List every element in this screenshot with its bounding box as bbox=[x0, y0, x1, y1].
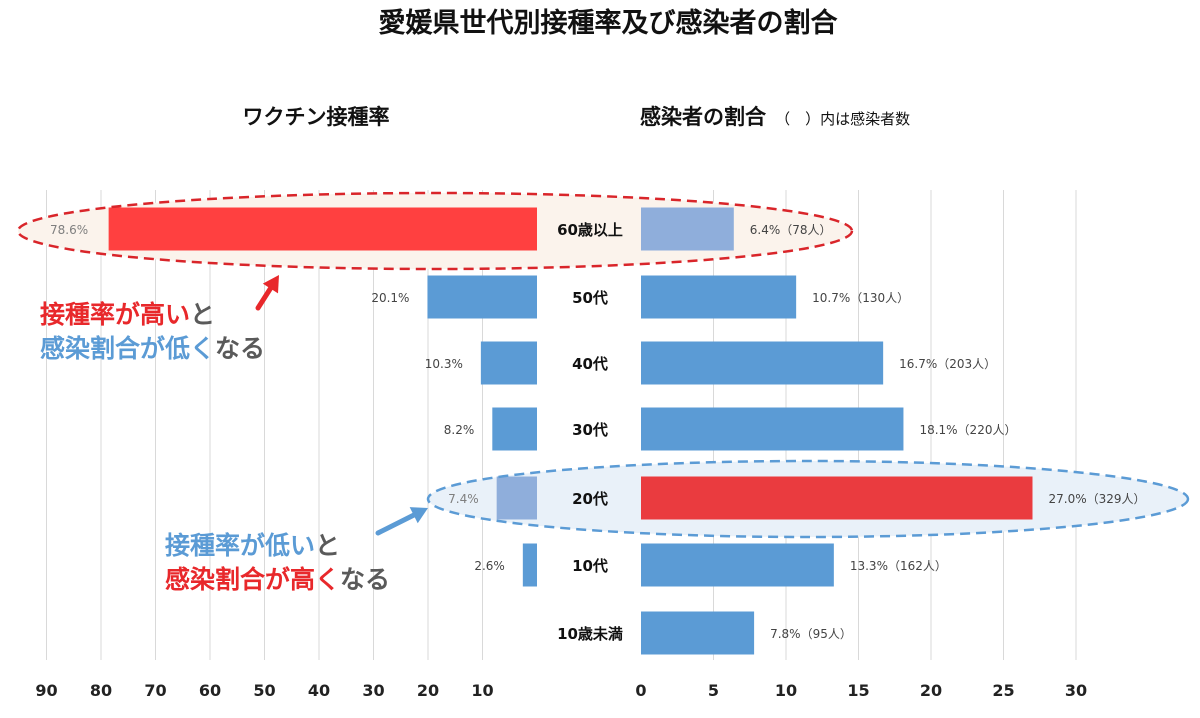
vaccination-bar-50s bbox=[427, 275, 537, 319]
right-tick-label-20: 20 bbox=[920, 681, 942, 700]
left-tick-label-30: 30 bbox=[362, 681, 384, 700]
category-label-30s: 30代 bbox=[572, 421, 608, 439]
grid-layer bbox=[46, 190, 1077, 660]
vaccination-data-label-30s: 8.2% bbox=[444, 423, 475, 437]
arrow-up-red-icon bbox=[255, 275, 279, 311]
left-tick-label-40: 40 bbox=[308, 681, 330, 700]
infection-bar-50s bbox=[641, 275, 797, 319]
left-tick-label-70: 70 bbox=[144, 681, 166, 700]
callout-bottom-line-2-segment-1: 感染割合が高く bbox=[165, 565, 340, 594]
right-tick-label-5: 5 bbox=[708, 681, 719, 700]
callout-top-line-1-segment-1: 接種率が高い bbox=[40, 300, 190, 329]
infection-bar-30s bbox=[641, 407, 904, 451]
right-tick-label-0: 0 bbox=[635, 681, 646, 700]
right-panel-title-main: 感染者の割合 bbox=[640, 105, 767, 129]
left-tick-label-10: 10 bbox=[471, 681, 493, 700]
bar-layer bbox=[108, 207, 1033, 655]
infection-data-label-30s: 18.1%（220人） bbox=[919, 423, 1016, 437]
infection-bar-under-10 bbox=[641, 611, 755, 655]
left-tick-label-60: 60 bbox=[199, 681, 221, 700]
vaccination-data-label-40s: 10.3% bbox=[425, 357, 463, 371]
right-tick-label-15: 15 bbox=[847, 681, 869, 700]
callout-bottom-line-2: 感染割合が高くなる bbox=[165, 565, 390, 594]
category-label-50s: 50代 bbox=[572, 289, 608, 307]
vaccination-bar-30s bbox=[492, 407, 537, 451]
right-tick-label-30: 30 bbox=[1065, 681, 1087, 700]
arrow-up-blue-icon-shaft bbox=[375, 512, 417, 536]
vaccination-bar-60-plus bbox=[108, 207, 537, 251]
arrow-up-red-icon-head bbox=[262, 275, 279, 294]
category-label-20s: 20代 bbox=[572, 490, 608, 508]
left-tick-label-20: 20 bbox=[417, 681, 439, 700]
infection-data-label-60-plus: 6.4%（78人） bbox=[750, 223, 832, 237]
arrow-up-blue-icon-head bbox=[409, 507, 428, 524]
callout-top-line-1: 接種率が高いと bbox=[40, 300, 215, 329]
infection-bar-40s bbox=[641, 341, 884, 385]
chart-title: 愛媛県世代別接種率及び感染者の割合 bbox=[379, 7, 838, 39]
callout-top-line-2-segment-2: なる bbox=[215, 334, 265, 363]
vaccination-bar-20s bbox=[496, 476, 537, 520]
vaccination-bar-10s bbox=[522, 543, 537, 587]
ellipse-highlight-bottom bbox=[426, 459, 1190, 539]
arrow-up-blue-icon bbox=[375, 507, 428, 536]
callout-bottom-line-1-segment-1: 接種率が低い bbox=[165, 531, 315, 560]
category-label-under-10: 10歳未満 bbox=[557, 625, 623, 643]
callout-top-line-2: 感染割合が低くなる bbox=[40, 334, 265, 363]
vaccination-data-label-20s: 7.4% bbox=[448, 492, 479, 506]
category-label-40s: 40代 bbox=[572, 355, 608, 373]
callout-top-line-1-segment-2: と bbox=[190, 300, 215, 329]
right-tick-label-25: 25 bbox=[992, 681, 1014, 700]
category-label-10s: 10代 bbox=[572, 557, 608, 575]
arrow-up-red-icon-shaft bbox=[255, 285, 273, 311]
right-tick-label-10: 10 bbox=[775, 681, 797, 700]
vaccination-data-label-50s: 20.1% bbox=[371, 291, 409, 305]
ellipse-outline-layer bbox=[16, 191, 1190, 539]
infection-bar-20s bbox=[641, 476, 1033, 520]
infection-data-label-50s: 10.7%（130人） bbox=[812, 291, 909, 305]
infection-data-label-10s: 13.3%（162人） bbox=[850, 559, 947, 573]
label-layer: 90 80 70 60 50 40 30 20 10 0 5 10 15 20 25 30 78.6% 20.1%… bbox=[35, 221, 1145, 700]
vaccination-data-label-60-plus: 78.6% bbox=[50, 223, 88, 237]
callout-bottom-line-1-segment-2: と bbox=[315, 531, 340, 560]
infection-data-label-40s: 16.7%（203人） bbox=[899, 357, 996, 371]
callout-bottom-line-1: 接種率が低いと bbox=[165, 531, 340, 560]
left-panel-title: ワクチン接種率 bbox=[243, 105, 390, 129]
infection-bar-60-plus bbox=[641, 207, 734, 251]
right-panel-title: 感染者の割合 （ ）内は感染者数 bbox=[640, 105, 910, 129]
infection-data-label-under-10: 7.8%（95人） bbox=[770, 627, 852, 641]
vaccination-bar-40s bbox=[480, 341, 537, 385]
vaccination-data-label-10s: 2.6% bbox=[474, 559, 505, 573]
left-tick-label-50: 50 bbox=[253, 681, 275, 700]
infection-data-label-20s: 27.0%（329人） bbox=[1049, 492, 1146, 506]
category-label-60-plus: 60歳以上 bbox=[557, 221, 623, 239]
left-tick-label-90: 90 bbox=[35, 681, 57, 700]
ellipse-highlight-top bbox=[16, 191, 854, 271]
callout-top-line-2-segment-1: 感染割合が低く bbox=[40, 334, 215, 363]
callout-bottom-line-2-segment-2: なる bbox=[340, 565, 390, 594]
right-panel-note: （ ）内は感染者数 bbox=[775, 110, 910, 128]
left-tick-label-80: 80 bbox=[90, 681, 112, 700]
infection-bar-10s bbox=[641, 543, 834, 587]
